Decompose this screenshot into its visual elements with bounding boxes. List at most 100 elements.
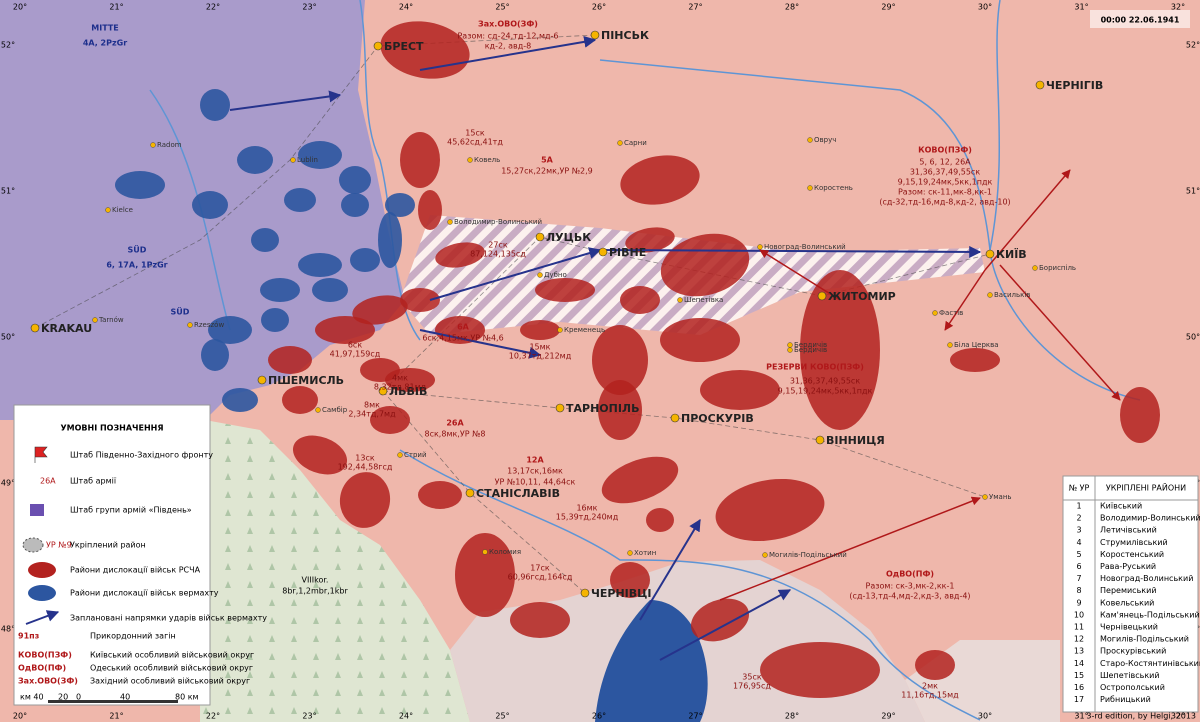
city-label: РІВНЕ — [609, 246, 646, 259]
table-cell: Новоград-Волинський — [1100, 574, 1193, 583]
city-label: СТАНІСЛАВІВ — [476, 487, 560, 500]
german-area — [208, 316, 252, 344]
legend-item: Штаб Південно-Західного фронту — [70, 451, 213, 460]
latitude-label: 50° — [1, 333, 15, 342]
unit-detail: 45,62сд,41тд — [447, 138, 503, 147]
town-label: Васильків — [994, 291, 1030, 299]
troop-areas — [115, 21, 1160, 698]
unit-name: 15мк — [529, 343, 550, 352]
soviet-area — [760, 642, 880, 698]
soviet-area — [435, 242, 485, 268]
soviet-area — [610, 562, 650, 598]
timestamp: 00:00 22.06.1941 — [1101, 16, 1180, 25]
german-area — [378, 212, 402, 268]
scale-label: 80 км — [175, 693, 199, 702]
unit-name: 27ск — [488, 241, 508, 250]
army-detail: УР №10,11, 44,64ск — [495, 478, 576, 487]
hungary-name: VIIIkor. — [302, 576, 329, 585]
soviet-area — [282, 386, 318, 414]
soviet-area — [455, 533, 515, 617]
city-marker — [985, 249, 995, 259]
table-cell: 3 — [1076, 526, 1081, 535]
latitude-label: 52° — [1186, 41, 1200, 50]
army-name: 26A — [446, 419, 464, 428]
town-marker — [537, 272, 543, 278]
latitude-label: 51° — [1186, 187, 1200, 196]
soviet-area — [400, 132, 440, 188]
latitude-label: 51° — [1, 187, 15, 196]
table-box — [1062, 475, 1199, 713]
city-marker — [373, 41, 383, 51]
city-marker — [817, 291, 827, 301]
german-area — [284, 188, 316, 212]
town-label: Kielce — [112, 206, 133, 214]
town-marker — [932, 310, 938, 316]
army-name: 5A — [541, 156, 554, 165]
legend-symbol: ОдВО(ПФ) — [18, 664, 66, 673]
arrow — [419, 329, 542, 359]
town-marker — [315, 407, 321, 413]
town-marker — [105, 207, 111, 213]
german-area — [312, 278, 348, 302]
labels: 20° 20° 21° 21° 22° 22° 23° 23° 24° 24° 25° 25° 26° 2… — [1, 3, 1200, 721]
soviet-area — [520, 320, 560, 340]
german-area — [261, 308, 289, 332]
unit-detail: 15,39тд,240мд — [556, 513, 619, 522]
longitude-label: 24° — [399, 712, 413, 721]
table-cell: Могилів-Подільський — [1100, 635, 1189, 644]
arrow — [984, 169, 1071, 271]
legend-symbol: Зах.ОВО(ЗФ) — [18, 677, 78, 686]
longitude-label: 22° — [206, 712, 220, 721]
legend-item: Укріплений район — [70, 541, 146, 550]
legend-title: УМОВНІ ПОЗНАЧЕННЯ — [60, 424, 163, 433]
town-marker — [982, 494, 988, 500]
army-detail: 13,17ск,16мк — [507, 467, 563, 476]
town-marker — [447, 219, 453, 225]
latitude-label: 49° — [1, 479, 15, 488]
table-cell: 16 — [1074, 683, 1084, 692]
town-label: Біла Церква — [954, 341, 999, 349]
town-marker — [290, 157, 296, 163]
river — [359, 0, 421, 341]
river — [399, 449, 981, 721]
unit-detail: 87,124,135сд — [470, 250, 526, 259]
city-marker — [670, 413, 680, 423]
soviet-area — [592, 325, 648, 395]
arrow — [944, 269, 986, 331]
unit-detail: 2,34тд,7мд — [348, 410, 396, 419]
soviet-area — [620, 155, 700, 205]
city-label: ПІНСЬК — [601, 29, 649, 42]
town-marker — [757, 244, 763, 250]
city-marker — [465, 488, 475, 498]
legend-item: Одеський особливий військовий округ — [90, 664, 253, 673]
soviet-area — [1120, 387, 1160, 443]
unit-detail: 176,95сд — [733, 682, 771, 691]
longitude-label: 21° — [109, 712, 123, 721]
unit-name: 35ск — [742, 673, 762, 682]
army-name: 6A — [457, 323, 470, 332]
city-label: ВІННИЦЯ — [826, 434, 885, 447]
table-cell: 13 — [1074, 647, 1084, 656]
table-cell: 4 — [1076, 538, 1081, 547]
table-cell: 11 — [1074, 623, 1084, 632]
longitude-label: 29° — [881, 712, 895, 721]
longitude-label: 31° — [1074, 712, 1088, 721]
table-cell: Володимир-Волинський — [1100, 514, 1200, 523]
city-label: КИЇВ — [996, 247, 1027, 261]
unit-name: 8мк — [364, 401, 380, 410]
city-label: БРЕСТ — [384, 40, 424, 53]
arrow-sample — [25, 610, 60, 625]
german-area — [251, 228, 279, 252]
arrow — [719, 496, 981, 601]
river — [989, 0, 1001, 251]
soviet-area — [418, 190, 442, 230]
town-marker — [92, 317, 98, 323]
front-detail: 9,15,19,24мк,5кк,1пдк — [898, 178, 993, 187]
german-area — [385, 193, 415, 217]
city-marker — [378, 386, 388, 396]
german-area — [200, 89, 230, 121]
town-label: Самбір — [322, 406, 348, 414]
town-marker — [557, 327, 563, 333]
soviet-area — [646, 508, 674, 532]
